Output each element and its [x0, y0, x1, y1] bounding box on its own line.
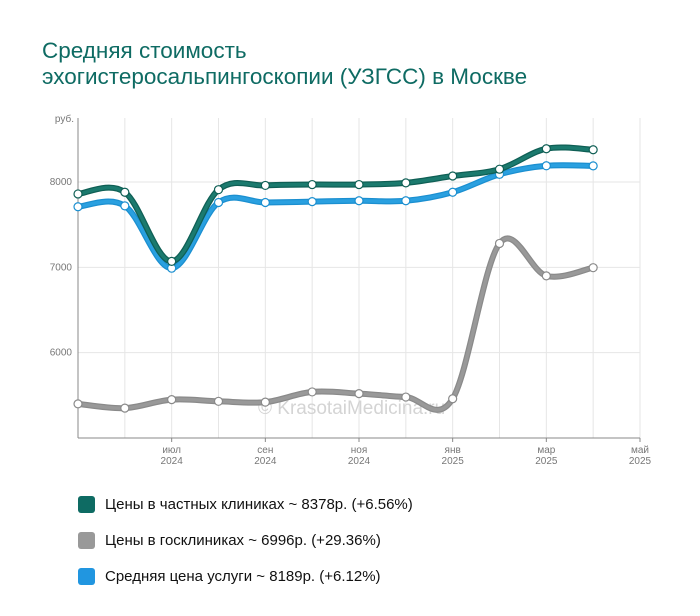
series-public: [73, 235, 598, 413]
data-point-public[interactable]: [213, 396, 224, 406]
data-point-public[interactable]: [448, 394, 458, 404]
chart-title-line-2: эхогистеросальпингоскопии (УЗГСС) в Моск…: [42, 64, 528, 89]
data-point-average[interactable]: [73, 202, 83, 212]
data-point-average[interactable]: [401, 196, 411, 206]
data-point-private[interactable]: [260, 180, 270, 191]
data-point-public[interactable]: [260, 397, 270, 407]
data-point-private[interactable]: [401, 178, 411, 188]
x-tick-label: сен 2024: [254, 445, 277, 467]
y-tick-label: 6000: [50, 348, 73, 359]
x-tick-label: июл 2024: [161, 445, 184, 467]
data-point-public[interactable]: [73, 399, 83, 409]
data-point-public[interactable]: [401, 392, 411, 402]
x-tick-label: мар 2025: [535, 445, 558, 467]
data-point-public[interactable]: [120, 403, 130, 413]
data-point-private[interactable]: [213, 185, 224, 195]
data-point-private[interactable]: [120, 187, 130, 197]
data-point-private[interactable]: [448, 171, 458, 181]
legend-item-average[interactable]: Средняя цена услуги ~ 8189р. (+6.12%): [78, 558, 413, 594]
series-line-public: [76, 236, 595, 412]
y-tick-label: 7000: [50, 262, 73, 273]
data-point-public[interactable]: [588, 263, 598, 273]
legend-label-private: Цены в частных клиниках ~ 8378р. (+6.56%…: [105, 495, 413, 513]
data-point-average[interactable]: [213, 197, 224, 208]
watermark: © KrasotaiMedicina.ru: [258, 398, 445, 419]
legend-label-public: Цены в госклиниках ~ 6996р. (+29.36%): [105, 531, 381, 549]
legend-swatch-private: [78, 495, 95, 513]
chart-title: Средняя стоимость эхогистеросальпингоско…: [42, 38, 682, 90]
x-tick-label: май 2025: [629, 445, 652, 467]
x-tick-label: ноя 2024: [348, 445, 371, 467]
data-point-private[interactable]: [167, 256, 177, 266]
series-line-average: [76, 163, 595, 270]
data-point-average[interactable]: [448, 187, 458, 197]
data-point-private[interactable]: [494, 164, 505, 174]
data-point-public[interactable]: [541, 271, 551, 281]
y-tick-label: 8000: [50, 177, 73, 188]
chart-series: [73, 144, 598, 413]
data-point-public[interactable]: [167, 395, 177, 405]
line-chart: руб. 6000 7000 8000 июл 2024 сен 2024 ноя 2024 янв…: [50, 113, 652, 467]
legend-label-average: Средняя цена услуги ~ 8189р. (+6.12%): [105, 567, 381, 585]
data-point-public[interactable]: [354, 389, 364, 399]
data-point-public[interactable]: [494, 238, 505, 249]
data-point-average[interactable]: [354, 196, 364, 206]
data-point-average[interactable]: [307, 197, 317, 207]
legend-swatch-average: [78, 567, 95, 585]
legend-item-private[interactable]: Цены в частных клиниках ~ 8378р. (+6.56%…: [78, 486, 413, 522]
data-point-average[interactable]: [120, 201, 130, 211]
data-point-private[interactable]: [541, 144, 551, 154]
data-point-private[interactable]: [307, 179, 317, 190]
data-point-average[interactable]: [588, 161, 598, 171]
data-point-private[interactable]: [73, 189, 83, 199]
chart-title-line-1: Средняя стоимость: [42, 38, 247, 63]
series-line-outline-public: [75, 235, 597, 413]
x-tick-label: янв 2025: [442, 445, 465, 467]
series-average: [73, 161, 598, 273]
data-point-public[interactable]: [307, 387, 317, 397]
data-point-private[interactable]: [354, 179, 364, 190]
chart-axes: руб. 6000 7000 8000 июл 2024 сен 2024 ноя 2024 янв…: [50, 113, 652, 467]
y-axis-unit: руб.: [55, 113, 74, 125]
data-point-average[interactable]: [541, 161, 551, 171]
legend-item-public[interactable]: Цены в госклиниках ~ 6996р. (+29.36%): [78, 522, 413, 558]
data-point-private[interactable]: [588, 145, 598, 155]
series-private: [73, 144, 598, 266]
data-point-average[interactable]: [260, 197, 270, 208]
legend-swatch-public: [78, 531, 95, 549]
legend: Цены в частных клиниках ~ 8378р. (+6.56%…: [78, 486, 413, 594]
chart-grid: [78, 118, 641, 438]
